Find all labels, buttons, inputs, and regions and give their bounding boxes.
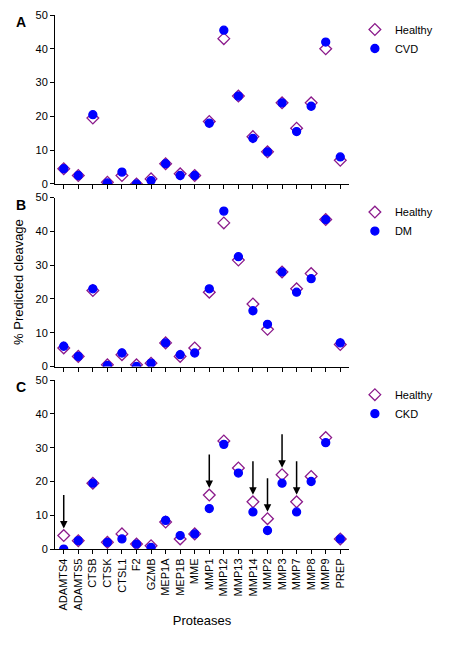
svg-text:CKD: CKD [395, 408, 418, 420]
svg-text:Healthy: Healthy [395, 389, 433, 401]
svg-text:20: 20 [36, 293, 48, 305]
svg-text:50: 50 [36, 191, 48, 203]
svg-text:20: 20 [36, 475, 48, 487]
svg-text:ADAMTS4: ADAMTS4 [57, 559, 69, 611]
svg-text:CTSK: CTSK [101, 558, 113, 588]
svg-text:0: 0 [42, 360, 48, 372]
svg-text:30: 30 [36, 259, 48, 271]
svg-text:Proteases: Proteases [173, 613, 232, 628]
svg-text:0: 0 [42, 543, 48, 555]
svg-text:MMP2: MMP2 [261, 559, 273, 591]
svg-text:Healthy: Healthy [395, 24, 433, 36]
svg-text:DM: DM [395, 225, 412, 237]
svg-text:MME: MME [188, 559, 200, 585]
svg-text:ADAMTS5: ADAMTS5 [72, 559, 84, 611]
svg-text:MEP1A: MEP1A [159, 558, 171, 596]
svg-text:MMP9: MMP9 [319, 559, 331, 591]
svg-text:GZMB: GZMB [145, 559, 157, 591]
svg-text:20: 20 [36, 110, 48, 122]
svg-text:10: 10 [36, 509, 48, 521]
svg-text:MMP8: MMP8 [305, 559, 317, 591]
svg-text:MMP1: MMP1 [203, 559, 215, 591]
svg-text:F2: F2 [130, 559, 142, 572]
svg-text:C: C [16, 379, 26, 395]
svg-text:CVD: CVD [395, 43, 418, 55]
svg-text:40: 40 [36, 408, 48, 420]
svg-text:40: 40 [36, 225, 48, 237]
svg-text:A: A [16, 14, 26, 30]
svg-text:% Predicted cleavage: % Predicted cleavage [11, 219, 26, 345]
svg-text:Healthy: Healthy [395, 206, 433, 218]
svg-text:B: B [16, 197, 26, 213]
svg-text:MMP13: MMP13 [232, 559, 244, 597]
svg-text:50: 50 [36, 374, 48, 386]
svg-text:MMP3: MMP3 [276, 559, 288, 591]
svg-text:MEP1B: MEP1B [174, 559, 186, 596]
svg-text:MMP12: MMP12 [217, 559, 229, 597]
svg-text:10: 10 [36, 144, 48, 156]
svg-text:30: 30 [36, 442, 48, 454]
svg-text:CTSL1: CTSL1 [116, 559, 128, 593]
svg-text:CTSB: CTSB [86, 559, 98, 588]
svg-text:30: 30 [36, 76, 48, 88]
svg-text:0: 0 [42, 178, 48, 190]
svg-text:MMP7: MMP7 [290, 559, 302, 591]
svg-text:10: 10 [36, 327, 48, 339]
svg-text:PREP: PREP [334, 559, 346, 589]
svg-text:MMP14: MMP14 [247, 559, 259, 597]
svg-text:40: 40 [36, 43, 48, 55]
svg-text:50: 50 [36, 9, 48, 21]
